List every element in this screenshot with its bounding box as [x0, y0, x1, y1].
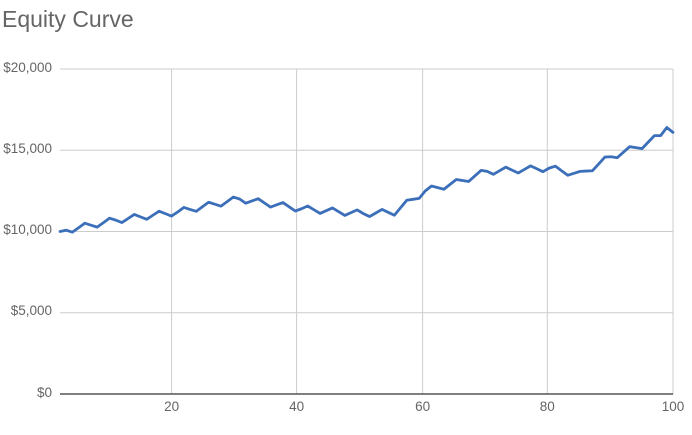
svg-text:100: 100 [662, 399, 685, 414]
svg-text:80: 80 [540, 399, 555, 414]
svg-text:40: 40 [289, 399, 304, 414]
svg-text:$0: $0 [37, 385, 52, 400]
svg-text:60: 60 [415, 399, 430, 414]
svg-text:$5,000: $5,000 [11, 303, 52, 318]
svg-text:$15,000: $15,000 [3, 141, 52, 156]
svg-text:$20,000: $20,000 [3, 60, 52, 75]
svg-text:$10,000: $10,000 [3, 222, 52, 237]
svg-text:20: 20 [164, 399, 179, 414]
